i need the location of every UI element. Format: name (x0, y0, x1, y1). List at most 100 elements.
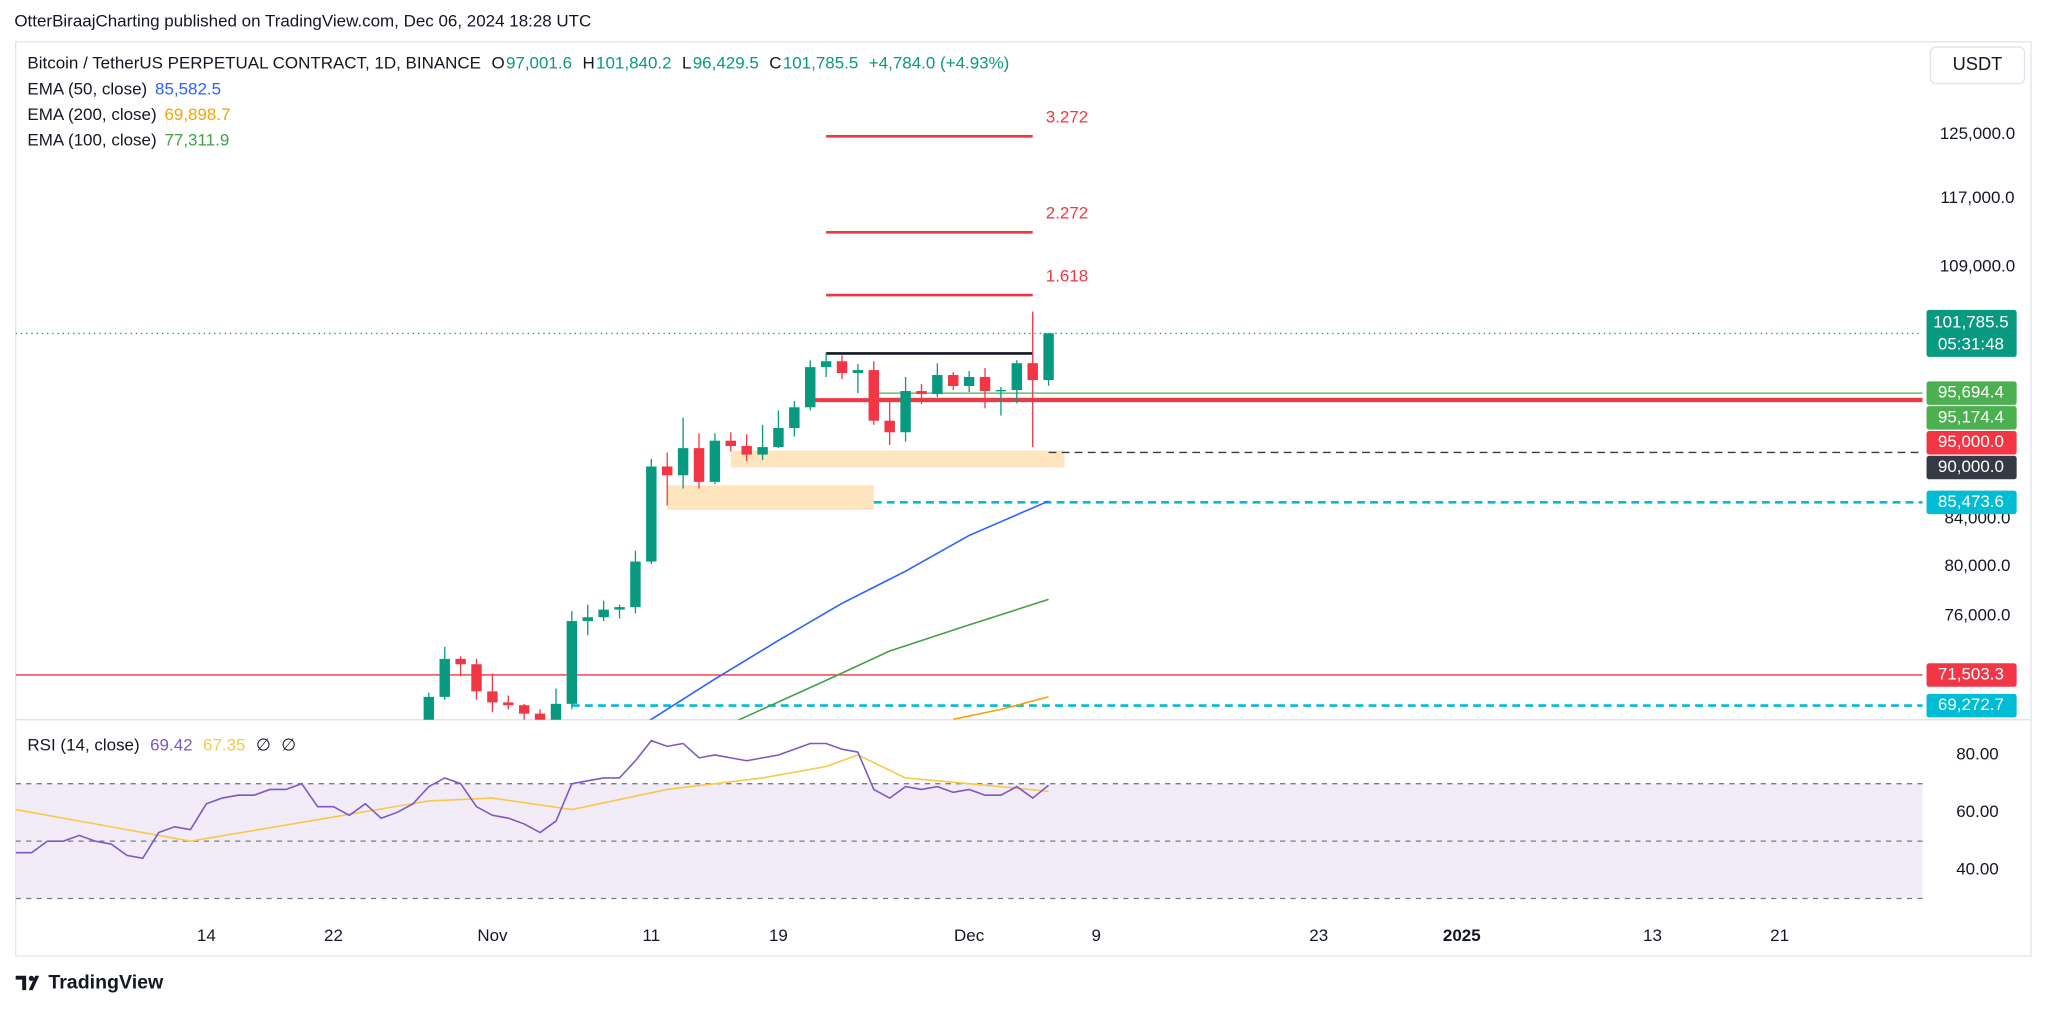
candle-body (836, 361, 848, 374)
main-pane: 1.618 2.272 3.272 (15, 107, 1923, 720)
price-label: 95,000.0 (1938, 432, 2004, 451)
ema-line (648, 500, 1049, 720)
candle-body (582, 617, 593, 622)
x-tick-label: Nov (477, 926, 508, 945)
candle-body (948, 375, 959, 386)
y-tick-label: 60.00 (1956, 802, 1998, 821)
price-label: 85,473.6 (1938, 492, 2004, 511)
change: +4,784.0 (+4.93%) (869, 54, 1010, 73)
candle-body (1027, 363, 1038, 380)
legend-value: 69,898.7 (164, 105, 230, 124)
price-label-box (1926, 663, 2017, 687)
legend-name: EMA (200, close) (27, 105, 156, 124)
price-label: 69,272.7 (1938, 695, 2004, 714)
legend-value: 85,582.5 (155, 80, 221, 99)
x-tick-label: 2025 (1443, 926, 1481, 945)
rsi-value: 69.42 (150, 735, 192, 754)
price-label: 71,503.3 (1938, 664, 2004, 683)
y-tick-label: 125,000.0 (1940, 124, 2016, 143)
currency[interactable]: USDT (1953, 53, 2003, 74)
x-tick-label: 11 (643, 926, 661, 945)
candle-body (916, 391, 927, 395)
candle-body (550, 703, 562, 720)
logo: TradingView (15, 972, 164, 994)
fib-label: 1.618 (1046, 266, 1088, 285)
candle-body (534, 713, 546, 720)
candle-body (1043, 333, 1054, 380)
y-tick-label: 80,000.0 (1944, 556, 2010, 575)
price-label-box (1926, 309, 2017, 357)
price-label-box (1926, 693, 2017, 718)
candle-body (709, 440, 721, 482)
countdown: 05:31:48 (1938, 335, 2004, 354)
ema-line (737, 598, 1049, 720)
y-tick-label: 80.00 (1956, 744, 1998, 763)
logo-text: TradingView (48, 972, 164, 994)
legend-name: EMA (100, close) (27, 131, 156, 150)
price-label-box (1926, 406, 2017, 430)
rsi-title: RSI (14, close) (27, 735, 139, 754)
candle-body (487, 691, 498, 703)
zone (667, 485, 874, 510)
candle-body (566, 621, 578, 704)
x-tick-label: 22 (324, 926, 343, 945)
candle-body (630, 561, 641, 608)
logo-mark (15, 975, 40, 991)
candle-body (820, 361, 832, 368)
candle-body (963, 377, 975, 386)
x-tick-label: 23 (1309, 926, 1328, 945)
price-label: 90,000.0 (1938, 457, 2004, 476)
candle-body (598, 609, 609, 618)
chart-title: Bitcoin / TetherUS PERPETUAL CONTRACT, 1… (27, 54, 481, 73)
candle-body (741, 446, 752, 455)
candle-body (471, 664, 482, 692)
candle-body (503, 702, 514, 706)
currency-button[interactable] (1929, 46, 2026, 85)
rsi-extra: ∅ (281, 735, 296, 754)
price-label-box (1926, 381, 2017, 405)
ohlc-key: H (582, 54, 594, 73)
x-tick-label: Dec (954, 926, 985, 945)
ohlc-key: C (769, 54, 781, 73)
y-tick-label: 117,000.0 (1940, 188, 2014, 207)
candle-body (868, 370, 880, 421)
y-tick-label: 76,000.0 (1944, 605, 2010, 624)
rsi-line (15, 754, 1049, 842)
candle-body (423, 696, 435, 720)
x-tick-label: 13 (1643, 926, 1662, 945)
price-label-box (1926, 490, 2017, 515)
overlay: 125,000.0117,000.0109,000.084,000.080,00… (27, 54, 2017, 945)
ema-line (953, 696, 1049, 720)
logo-dot (28, 975, 34, 981)
candle-body (884, 420, 895, 433)
ohlc-value: 101,840.2 (596, 54, 672, 73)
candle-body (439, 658, 450, 697)
ohlc-key: L (682, 54, 691, 73)
legend-name: EMA (50, close) (27, 80, 147, 99)
candle-body (518, 705, 530, 714)
ohlc-value: 97,001.6 (506, 54, 572, 73)
fib-label: 3.272 (1046, 107, 1088, 126)
fib-label: 2.272 (1046, 204, 1088, 223)
candle-body (773, 428, 784, 448)
candle-body (661, 466, 673, 476)
price-label: 95,694.4 (1938, 383, 2004, 402)
ohlc-value: 96,429.5 (693, 54, 759, 73)
candle-body (725, 440, 736, 447)
x-tick-label: 19 (769, 926, 788, 945)
candle-body (852, 370, 864, 374)
candle-body (693, 448, 705, 482)
candle-body (979, 377, 991, 392)
y-tick-label: 40.00 (1956, 859, 1998, 878)
rsi-line (15, 739, 1050, 860)
candle-body (646, 466, 657, 562)
ohlc-key: O (491, 54, 504, 73)
rsi-pane (15, 739, 1923, 900)
candle-body (932, 375, 943, 395)
price-label: 101,785.5 (1933, 312, 2009, 331)
rsi-extra: ∅ (256, 735, 271, 754)
candle-body (677, 448, 689, 476)
price-label-box (1926, 430, 2017, 455)
price-label-box (1926, 455, 2017, 480)
